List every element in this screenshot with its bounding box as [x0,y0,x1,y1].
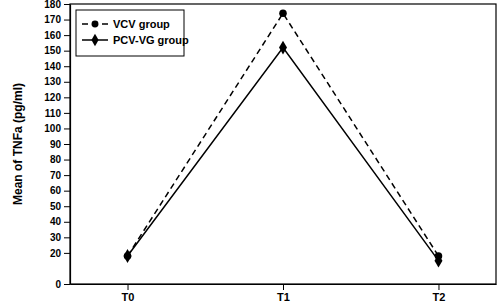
y-tick-label: 40 [50,216,62,227]
y-tick: 90 [50,139,70,150]
y-tick: 70 [50,170,70,181]
x-axis: T0 T1 T2 [71,284,497,303]
y-tick: 100 [44,123,70,134]
legend-label: PCV-VG group [113,34,189,46]
y-axis-line [70,5,71,285]
y-tick-label: 60 [50,185,62,196]
y-tick-mark [64,222,70,223]
y-tick-mark [64,284,70,285]
y-tick-label: 160 [44,30,61,41]
x-tick: T2 [433,284,446,303]
y-tick-mark [64,237,70,238]
y-tick: 180 [44,0,70,10]
y-tick: 170 [44,14,70,25]
y-tick-label: 120 [44,92,61,103]
y-tick-label: 30 [50,232,62,243]
y-tick-mark [64,20,70,21]
y-tick: 60 [50,185,70,196]
y-axis-title: Mean of TNFa (pg/ml) [11,83,25,205]
plot: 0 20 30 40 50 60 70 80 90 100 110 120 130 140 150 160 17… [44,0,496,303]
y-tick-mark [64,113,70,114]
y-tick-mark [64,175,70,176]
y-tick-label: 0 [55,279,61,290]
y-tick: 20 [50,248,70,259]
y-tick-label: 170 [44,14,61,25]
y-tick-label: 90 [50,139,62,150]
x-tick: T0 [122,284,135,303]
legend-marker [91,34,98,46]
legend-marker [92,21,99,28]
x-tick-mark [438,284,439,290]
data-point [124,249,132,263]
y-tick: 150 [44,45,70,56]
legend: VCV group PCV-VG group [76,10,189,56]
y-tick-label: 20 [50,248,62,259]
y-tick-label: 100 [44,123,61,134]
y-tick-mark [64,97,70,98]
y-tick-mark [64,191,70,192]
y-tick-mark [64,66,70,67]
x-tick: T1 [277,284,290,303]
y-tick: 120 [44,92,70,103]
x-tick-label: T0 [122,291,135,303]
y-tick-mark [64,253,70,254]
y-tick: 160 [44,30,70,41]
y-tick-mark [64,206,70,207]
x-tick-label: T1 [277,291,290,303]
x-tick-mark [283,284,284,290]
y-tick-label: 110 [45,108,62,119]
data-point [434,254,442,268]
y-tick-mark [64,128,70,129]
x-tick-mark [128,284,129,290]
chart: 0 20 30 40 50 60 70 80 90 100 110 120 130 140 150 160 17… [0,0,500,306]
y-tick-mark [64,35,70,36]
y-tick: 0 [55,279,70,290]
y-tick-mark [64,82,70,83]
y-tick: 30 [50,232,70,243]
y-tick-label: 50 [50,201,62,212]
plot-frame [70,4,496,284]
data-point [279,41,287,55]
y-tick-label: 140 [44,61,61,72]
legend-label: VCV group [113,18,170,30]
series-line [128,48,439,261]
y-axis: 0 20 30 40 50 60 70 80 90 100 110 120 130 140 150 160 17… [44,0,70,290]
y-tick: 110 [45,108,70,119]
y-tick-label: 180 [44,0,61,10]
y-tick-label: 150 [44,45,61,56]
y-tick: 130 [44,76,70,87]
data-point [279,10,287,18]
y-tick: 40 [50,216,70,227]
y-tick: 50 [50,201,70,212]
y-tick-mark [64,51,70,52]
y-tick-label: 80 [50,154,62,165]
y-tick-label: 130 [44,76,61,87]
y-tick: 140 [44,61,70,72]
y-tick: 80 [50,154,70,165]
y-tick-mark [64,144,70,145]
y-tick-mark [64,160,70,161]
y-tick-label: 70 [50,170,62,181]
y-tick-mark [64,4,70,5]
x-tick-label: T2 [433,291,446,303]
